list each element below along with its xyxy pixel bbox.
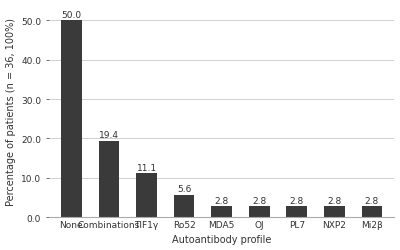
- Text: 50.0: 50.0: [61, 11, 82, 20]
- Y-axis label: Percentage of patients (n = 36, 100%): Percentage of patients (n = 36, 100%): [6, 18, 16, 205]
- Bar: [211, 206, 232, 217]
- Text: 2.8: 2.8: [327, 196, 342, 205]
- Bar: [99, 141, 119, 217]
- Bar: [249, 206, 270, 217]
- Bar: [362, 206, 382, 217]
- Bar: [324, 206, 345, 217]
- Text: 2.8: 2.8: [252, 196, 266, 205]
- Bar: [174, 195, 194, 217]
- Bar: [286, 206, 307, 217]
- Text: 2.8: 2.8: [290, 196, 304, 205]
- Text: 19.4: 19.4: [99, 131, 119, 140]
- Bar: [61, 21, 82, 217]
- Text: 2.8: 2.8: [214, 196, 229, 205]
- Text: 2.8: 2.8: [365, 196, 379, 205]
- Bar: [136, 174, 157, 217]
- Text: 11.1: 11.1: [136, 163, 156, 172]
- Text: 5.6: 5.6: [177, 185, 191, 194]
- X-axis label: Autoantibody profile: Autoantibody profile: [172, 234, 271, 244]
